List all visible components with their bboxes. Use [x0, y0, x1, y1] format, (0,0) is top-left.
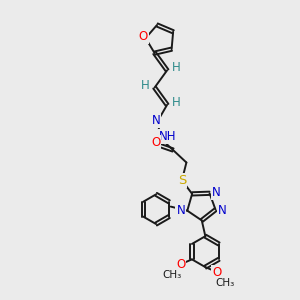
Text: S: S: [178, 174, 186, 187]
Text: NH: NH: [159, 130, 177, 143]
Text: H: H: [141, 79, 150, 92]
Text: CH₃: CH₃: [163, 270, 182, 280]
Text: N: N: [212, 186, 220, 199]
Text: O: O: [139, 30, 148, 43]
Text: O: O: [176, 258, 185, 271]
Text: N: N: [176, 204, 185, 217]
Text: O: O: [212, 266, 221, 279]
Text: CH₃: CH₃: [215, 278, 235, 288]
Text: H: H: [172, 96, 180, 109]
Text: N: N: [152, 114, 160, 127]
Text: O: O: [151, 136, 160, 149]
Text: N: N: [218, 204, 226, 217]
Text: H: H: [172, 61, 181, 74]
